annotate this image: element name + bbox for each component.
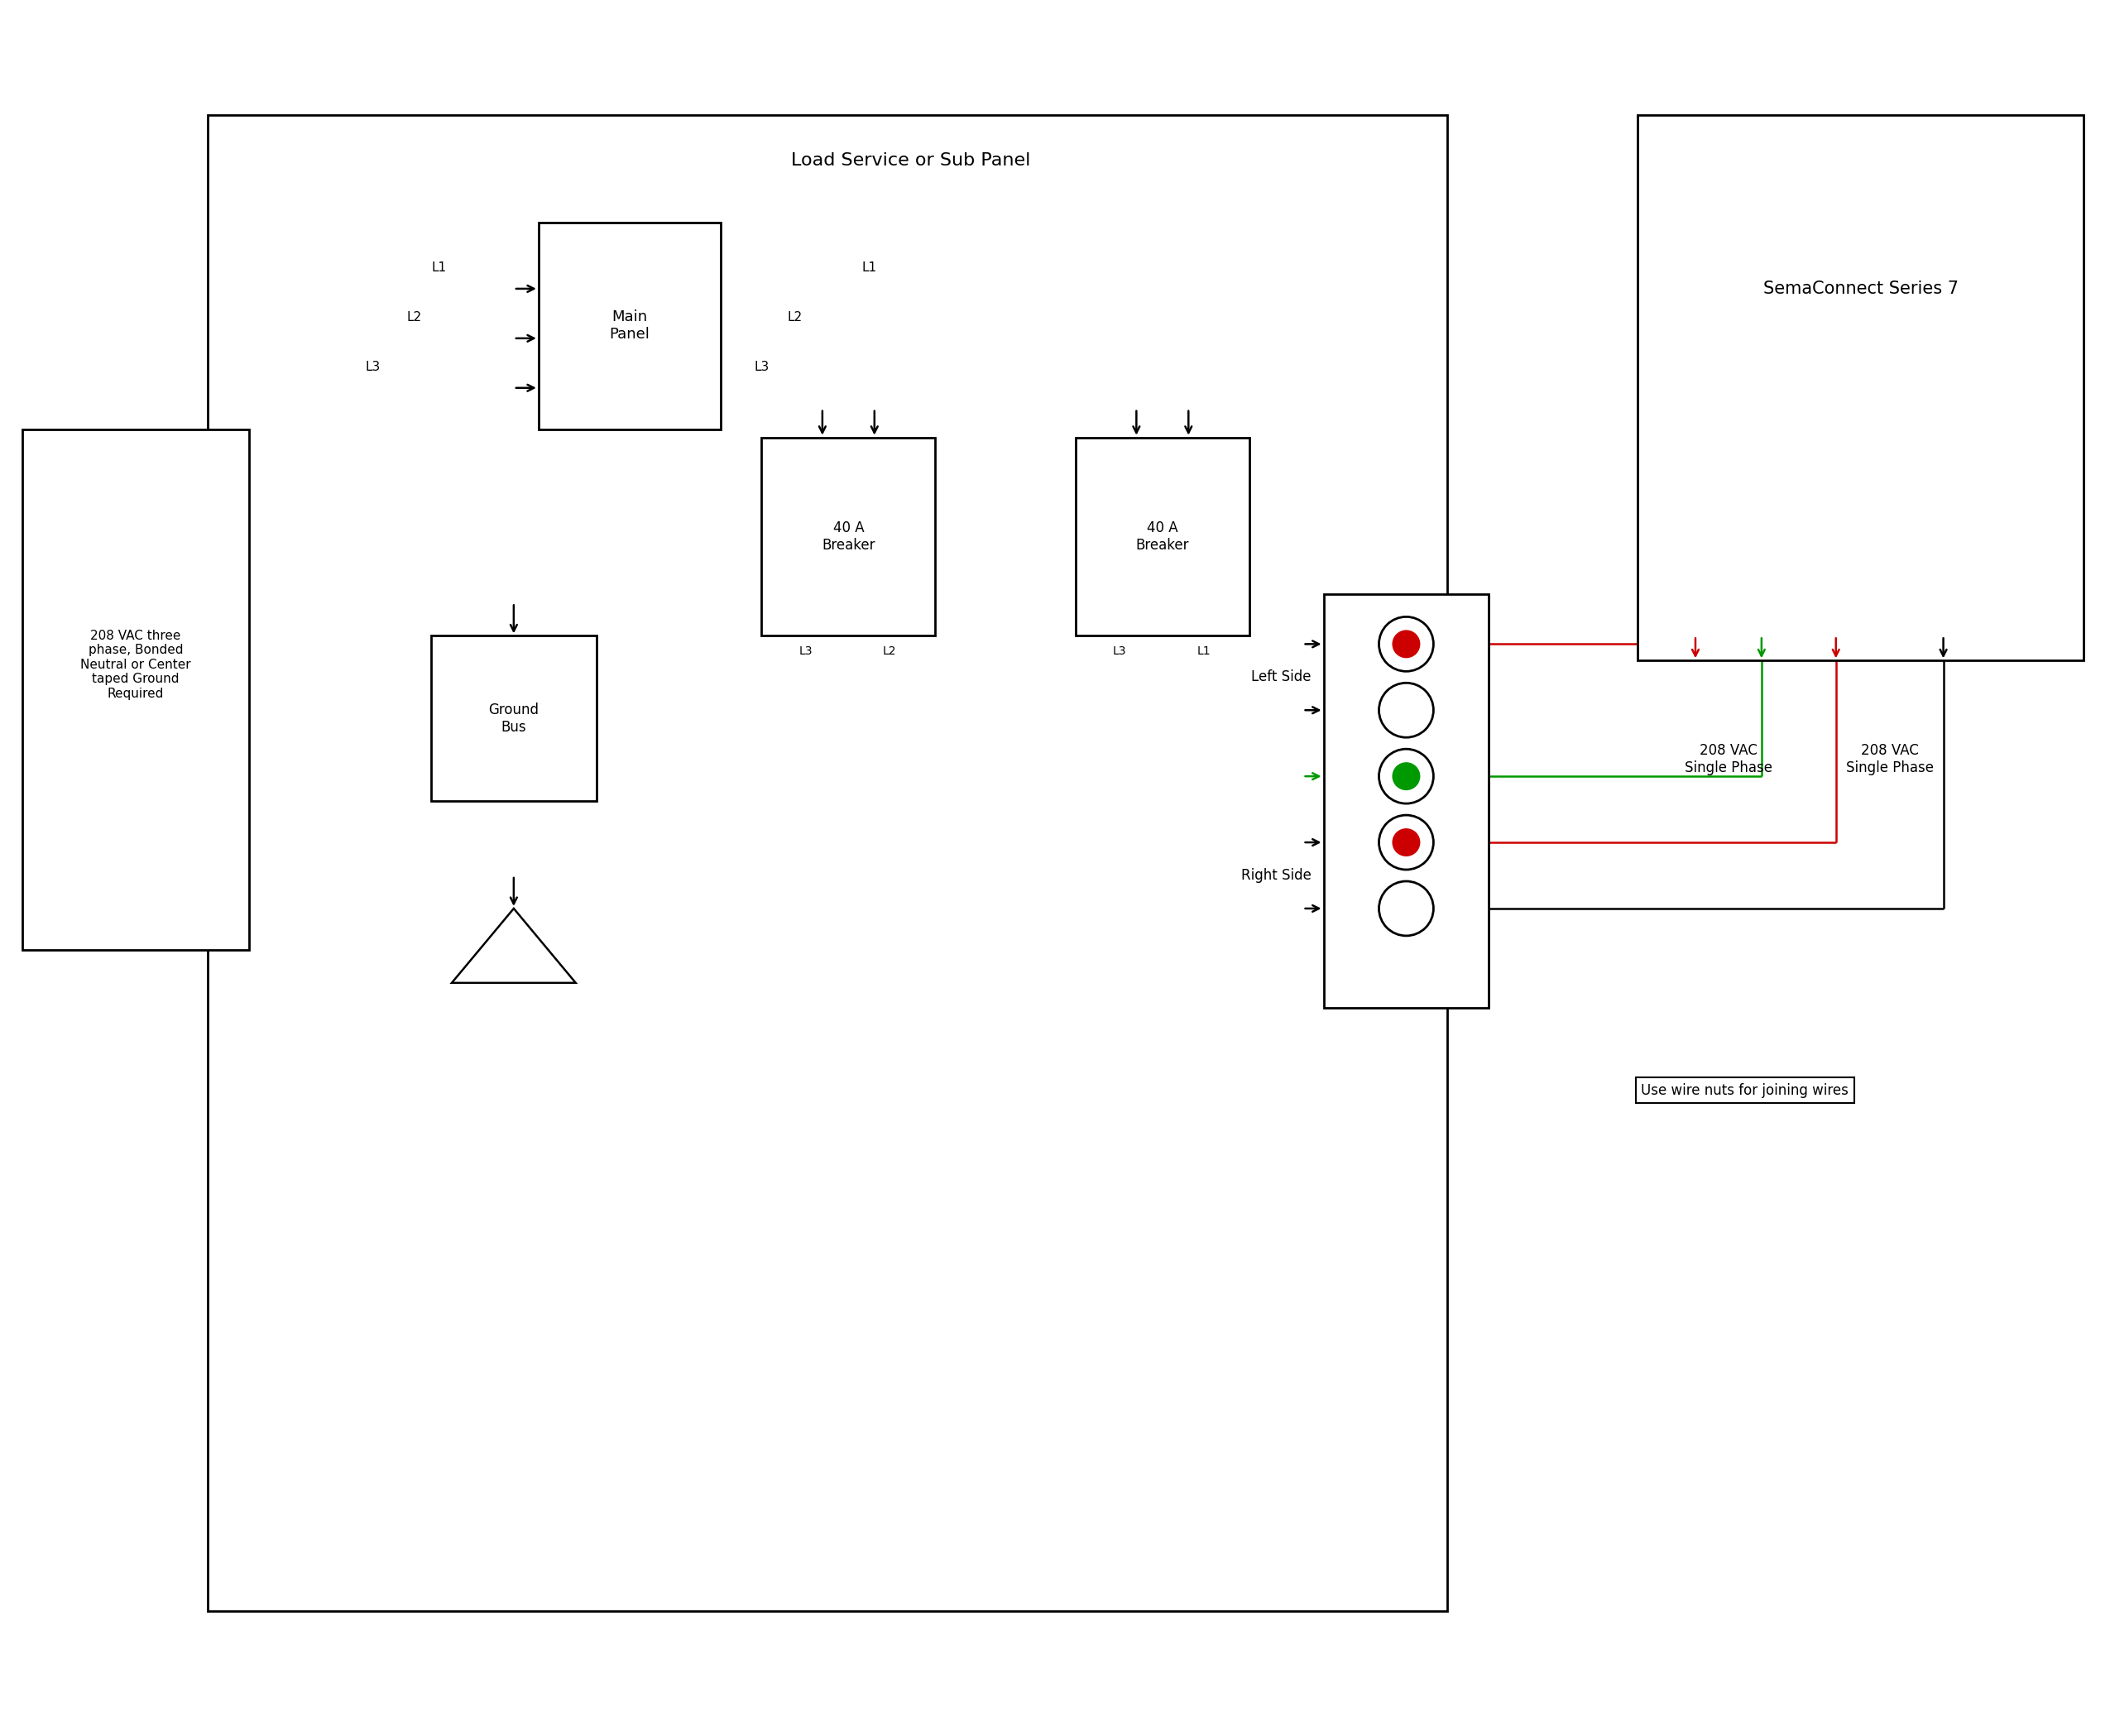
Text: L3: L3 [1112, 646, 1127, 658]
Bar [430, 635, 597, 800]
Circle shape [1380, 616, 1433, 672]
Text: L1: L1 [433, 262, 447, 274]
Text: L1: L1 [861, 262, 876, 274]
Text: Load Service or Sub Panel: Load Service or Sub Panel [791, 153, 1030, 168]
Text: Use wire nuts for joining wires: Use wire nuts for joining wires [1642, 1083, 1848, 1097]
Circle shape [1393, 762, 1420, 790]
Circle shape [1393, 828, 1420, 856]
Text: SemaConnect Series 7: SemaConnect Series 7 [1764, 281, 1958, 297]
Circle shape [1393, 630, 1420, 658]
Text: L3: L3 [800, 646, 812, 658]
Text: Right Side: Right Side [1241, 868, 1310, 884]
Text: 40 A
Breaker: 40 A Breaker [1135, 521, 1190, 552]
Text: Main
Panel: Main Panel [610, 309, 650, 342]
Text: 208 VAC
Single Phase: 208 VAC Single Phase [1684, 743, 1772, 776]
Bar [1076, 437, 1249, 635]
Bar [209, 115, 1447, 1611]
Bar [762, 437, 935, 635]
Text: L3: L3 [753, 361, 770, 373]
Text: 208 VAC three
phase, Bonded
Neutral or Center
taped Ground
Required: 208 VAC three phase, Bonded Neutral or C… [80, 630, 192, 700]
Bar [1323, 594, 1490, 1007]
Text: L2: L2 [407, 311, 422, 323]
Bar [21, 429, 249, 950]
Text: Ground
Bus: Ground Bus [490, 703, 538, 734]
Text: 208 VAC
Single Phase: 208 VAC Single Phase [1846, 743, 1933, 776]
Text: 40 A
Breaker: 40 A Breaker [821, 521, 876, 552]
Circle shape [1380, 682, 1433, 738]
Text: L2: L2 [882, 646, 897, 658]
Circle shape [1380, 882, 1433, 936]
Text: Left Side: Left Side [1251, 670, 1310, 684]
Text: L2: L2 [787, 311, 802, 323]
Circle shape [1380, 816, 1433, 870]
Bar [1637, 115, 2085, 661]
Circle shape [1380, 748, 1433, 804]
Bar [538, 222, 720, 429]
Text: L3: L3 [365, 361, 380, 373]
Text: L1: L1 [1196, 646, 1211, 658]
